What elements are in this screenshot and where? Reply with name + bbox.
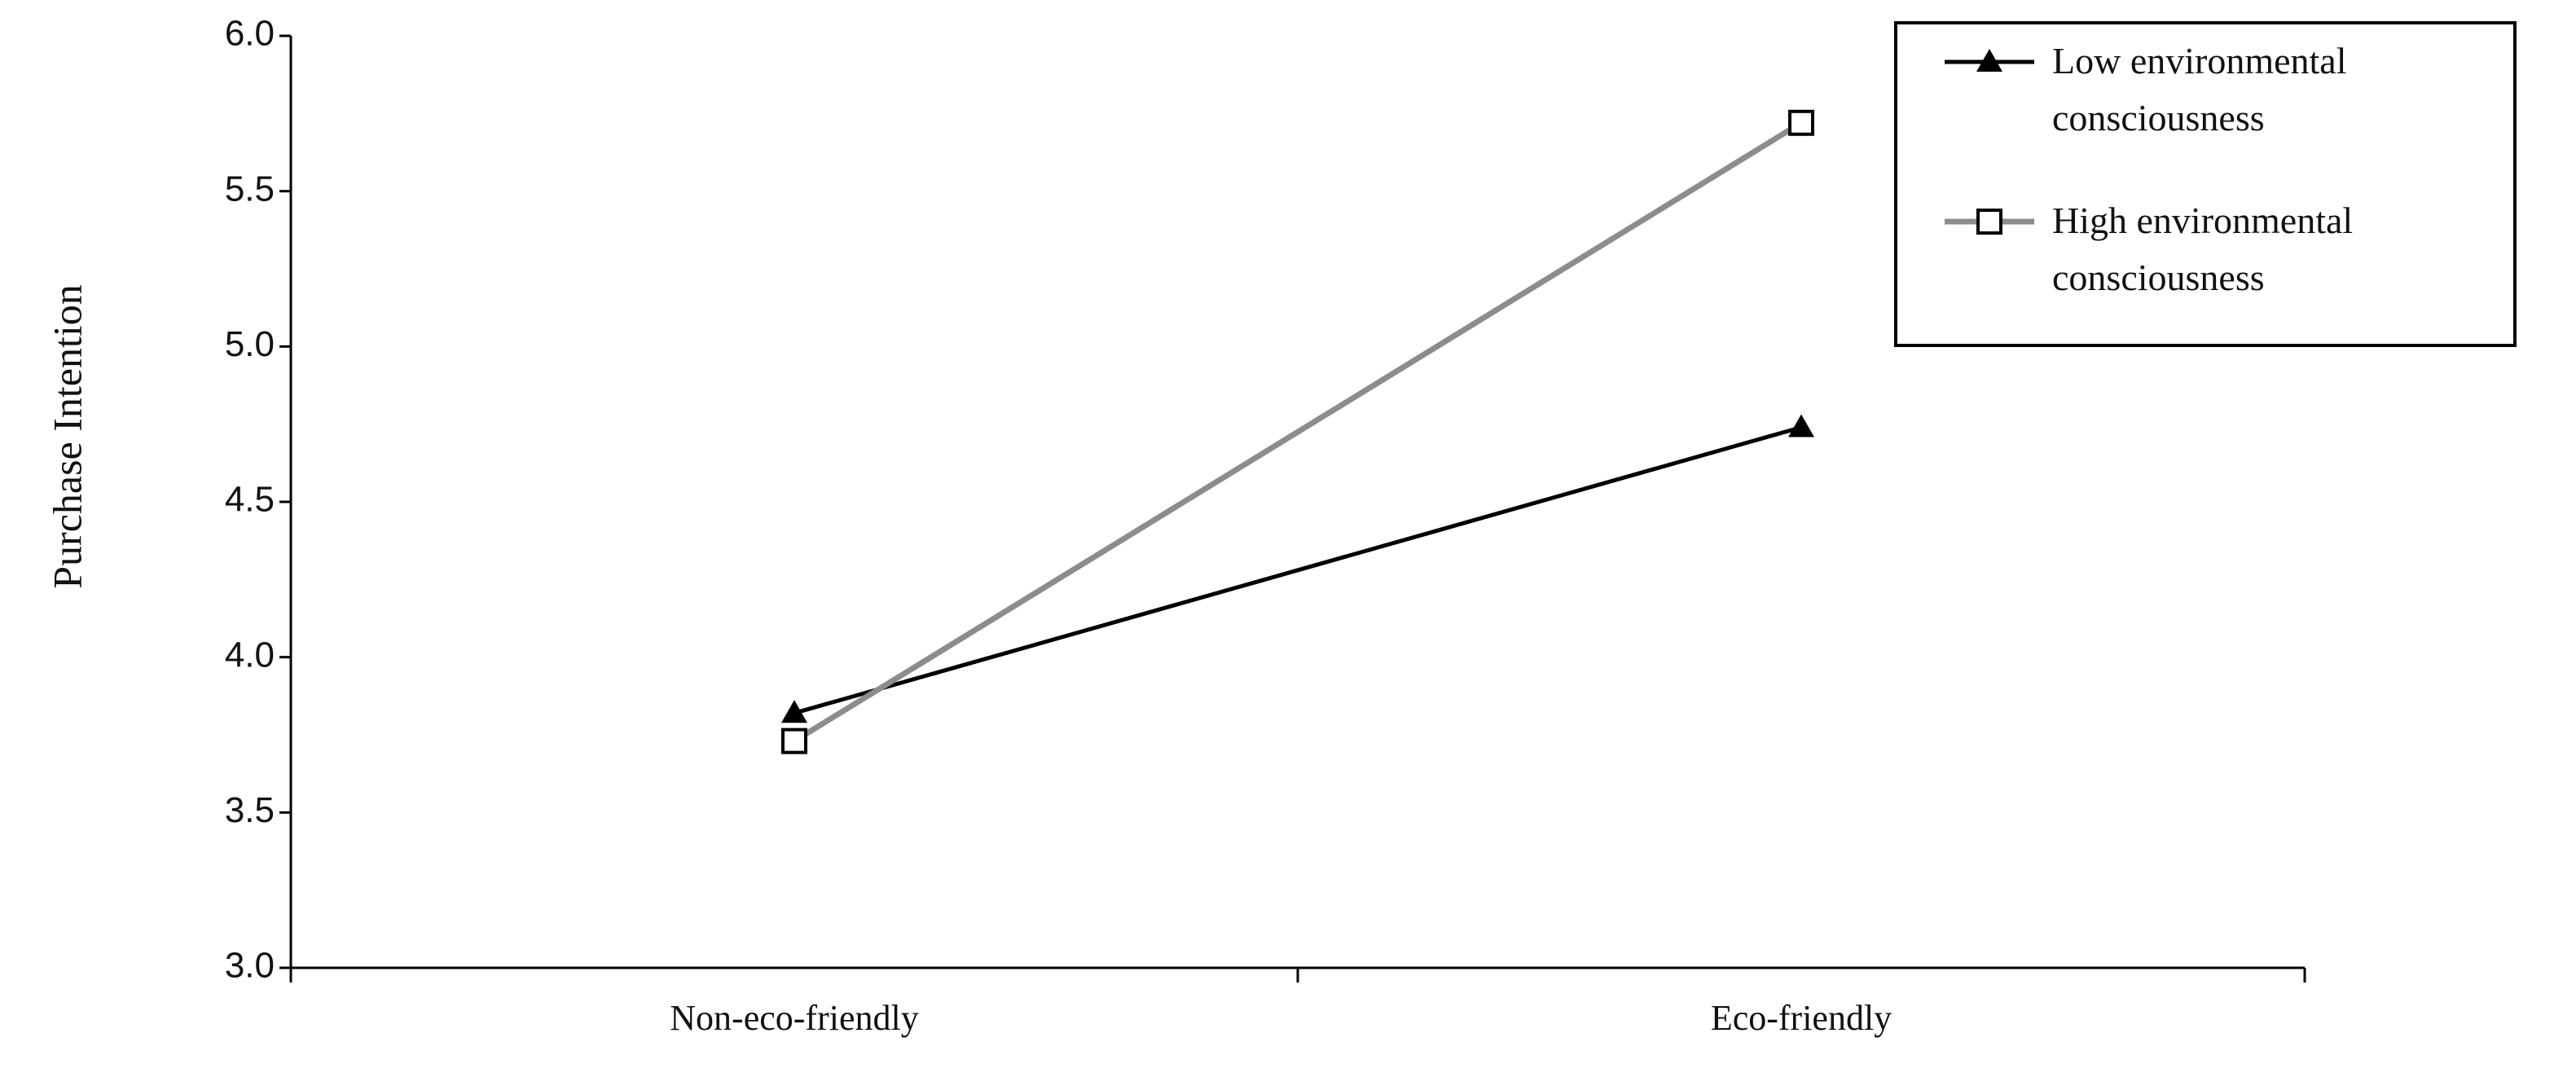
y-tick-label: 4.5 bbox=[225, 480, 275, 520]
legend-label: Low environmental consciousness bbox=[2052, 40, 2347, 138]
marker bbox=[1788, 414, 1814, 437]
legend-marker bbox=[1976, 49, 2002, 72]
legend-marker bbox=[1976, 209, 2002, 235]
y-tick-label: 3.5 bbox=[225, 790, 275, 830]
y-tick-label: 3.0 bbox=[225, 946, 275, 986]
legend-label-line: Low environmental bbox=[2052, 40, 2347, 81]
y-tick-label: 5.5 bbox=[225, 169, 275, 209]
marker bbox=[1788, 109, 1814, 136]
legend-label-line: High environmental bbox=[2052, 200, 2353, 241]
marker bbox=[781, 728, 807, 754]
legend-label: High environmental consciousness bbox=[2052, 200, 2353, 298]
y-axis-label: Purchase Intention bbox=[44, 284, 90, 589]
y-tick-label: 5.0 bbox=[225, 324, 275, 364]
y-tick-label: 4.0 bbox=[225, 635, 275, 675]
series-line bbox=[793, 120, 1803, 744]
x-tick-label: Non-eco-friendly bbox=[670, 998, 918, 1038]
y-tick-label: 6.0 bbox=[225, 14, 275, 54]
series-line bbox=[793, 425, 1802, 715]
legend-box bbox=[1894, 21, 2517, 347]
legend-label-line: consciousness bbox=[2052, 257, 2265, 298]
marker bbox=[781, 700, 807, 723]
x-tick-label: Eco-friendly bbox=[1711, 998, 1892, 1038]
legend-label-line: consciousness bbox=[2052, 97, 2265, 138]
